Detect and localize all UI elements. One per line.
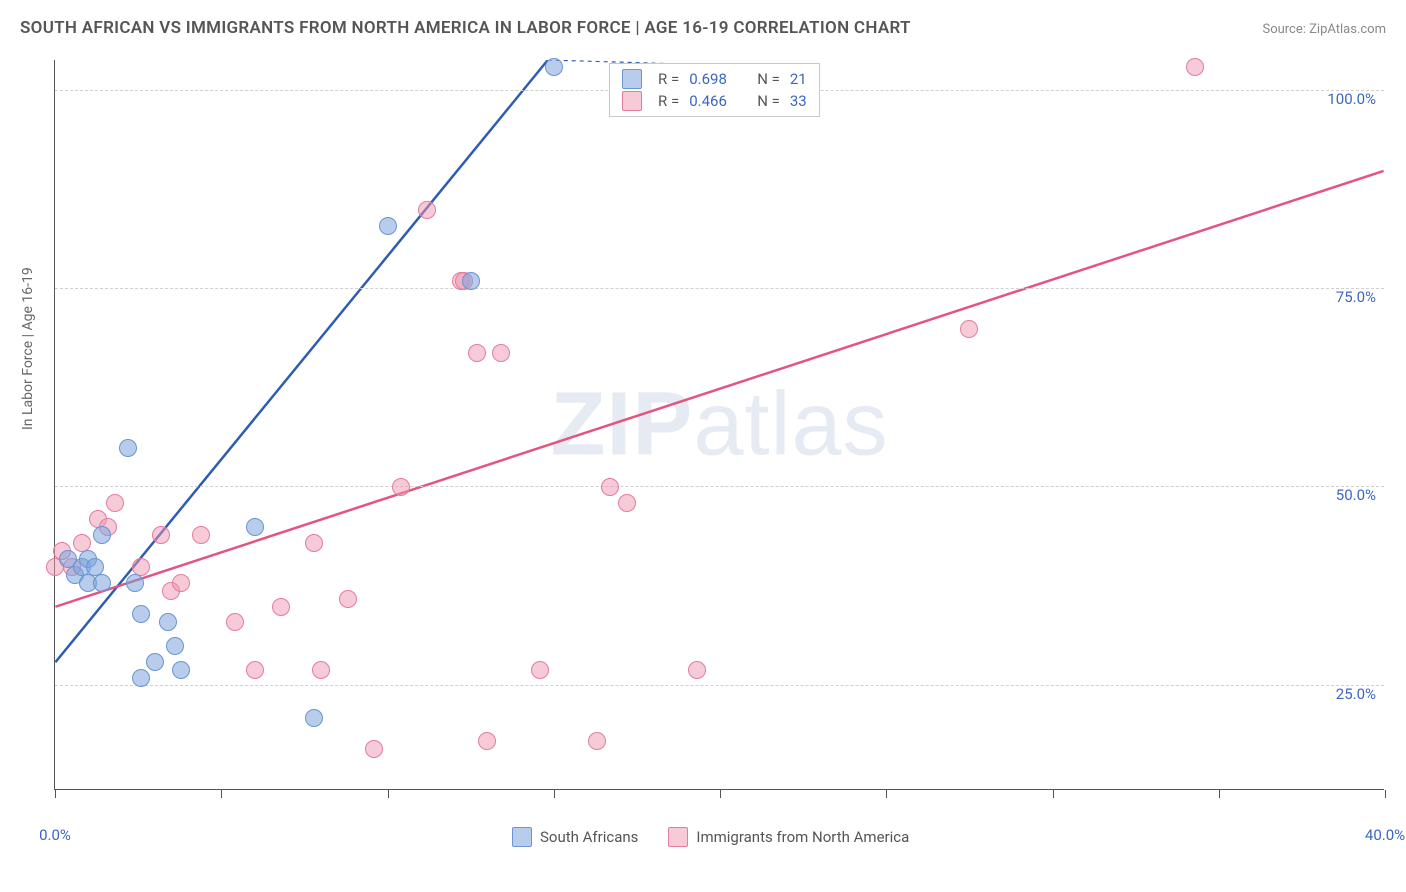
gridline-h [55,288,1384,289]
scatter-point [93,526,111,544]
x-tick [55,790,56,798]
x-tick [388,790,389,798]
correlation-legend-row: R = 0.698 N = 21 [622,68,807,90]
scatter-point [119,439,137,457]
series-legend-label: South Africans [540,828,638,846]
scatter-point [172,574,190,592]
y-axis-label: In Labor Force | Age 16-19 [20,267,36,430]
chart-title: SOUTH AFRICAN VS IMMIGRANTS FROM NORTH A… [20,18,911,38]
trend-line [55,171,1383,607]
scatter-point [126,574,144,592]
chart-source: Source: ZipAtlas.com [1262,22,1386,37]
scatter-point [159,613,177,631]
scatter-point [339,590,357,608]
x-tick [554,790,555,798]
scatter-point [392,478,410,496]
plot-area: ZIPatlas 25.0%50.0%75.0%100.0%0.0%40.0%R… [54,60,1384,790]
x-tick-label: 40.0% [1365,826,1405,844]
x-tick [886,790,887,798]
scatter-point [246,661,264,679]
y-tick-label: 25.0% [1336,685,1376,703]
scatter-point [601,478,619,496]
scatter-point [312,661,330,679]
chart-header: SOUTH AFRICAN VS IMMIGRANTS FROM NORTH A… [20,18,1386,38]
legend-swatch-icon [512,827,532,847]
scatter-point [462,272,480,290]
legend-r-label: R = [658,92,679,110]
scatter-point [468,344,486,362]
scatter-point [618,494,636,512]
scatter-point [192,526,210,544]
scatter-point [226,613,244,631]
scatter-point [246,518,264,536]
x-tick [221,790,222,798]
scatter-point [272,598,290,616]
scatter-point [305,709,323,727]
scatter-point [146,653,164,671]
x-tick [1219,790,1220,798]
watermark-rest: atlas [693,374,888,474]
scatter-point [418,201,436,219]
series-legend-item: South Africans [512,827,638,847]
scatter-point [531,661,549,679]
legend-r-label: R = [658,70,679,88]
legend-n-value: 33 [790,92,807,110]
legend-n-value: 21 [790,70,807,88]
legend-swatch-icon [622,69,642,89]
series-legend-item: Immigrants from North America [668,827,909,847]
y-tick-label: 100.0% [1327,90,1376,108]
scatter-point [172,661,190,679]
legend-swatch-icon [668,827,688,847]
x-tick [1385,790,1386,798]
scatter-point [688,661,706,679]
scatter-point [305,534,323,552]
scatter-point [545,58,563,76]
correlation-legend-row: R = 0.466 N = 33 [622,90,807,112]
scatter-point [132,605,150,623]
legend-n-label: N = [757,70,780,88]
scatter-point [93,574,111,592]
series-legend: South Africans Immigrants from North Amer… [512,827,909,847]
x-tick-label: 0.0% [39,826,71,844]
scatter-point [492,344,510,362]
gridline-h [55,486,1384,487]
scatter-point [152,526,170,544]
scatter-point [166,637,184,655]
scatter-point [379,217,397,235]
correlation-legend: R = 0.698 N = 21 R = 0.466 N = 33 [609,63,820,117]
scatter-point [588,732,606,750]
legend-r-value: 0.698 [689,70,737,88]
scatter-point [960,320,978,338]
x-tick [720,790,721,798]
series-legend-label: Immigrants from North America [696,828,909,846]
legend-swatch-icon [622,91,642,111]
scatter-point [478,732,496,750]
watermark: ZIPatlas [550,373,888,476]
scatter-point [106,494,124,512]
scatter-point [1186,58,1204,76]
gridline-h [55,685,1384,686]
legend-r-value: 0.466 [689,92,737,110]
watermark-bold: ZIP [550,374,693,474]
scatter-point [365,740,383,758]
trend-lines-svg [55,60,1384,789]
scatter-point [132,669,150,687]
y-tick-label: 50.0% [1336,486,1376,504]
x-tick [1053,790,1054,798]
legend-n-label: N = [757,92,780,110]
y-tick-label: 75.0% [1336,288,1376,306]
